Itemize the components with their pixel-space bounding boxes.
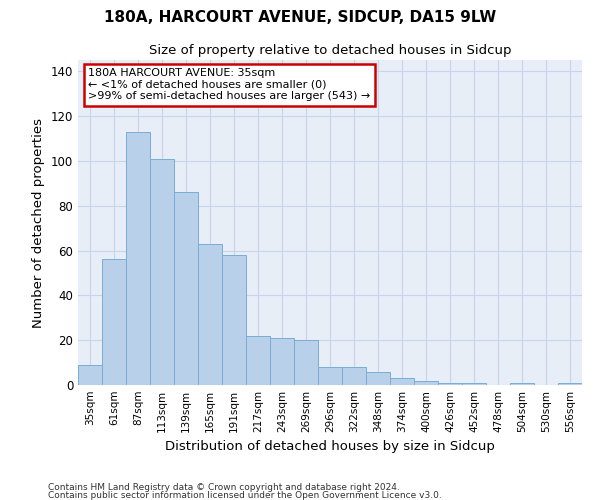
Bar bbox=[150, 158, 174, 385]
Y-axis label: Number of detached properties: Number of detached properties bbox=[32, 118, 45, 328]
Text: 180A, HARCOURT AVENUE, SIDCUP, DA15 9LW: 180A, HARCOURT AVENUE, SIDCUP, DA15 9LW bbox=[104, 10, 496, 25]
Bar bbox=[294, 340, 318, 385]
Bar bbox=[558, 383, 582, 385]
Bar bbox=[102, 260, 126, 385]
Bar bbox=[366, 372, 390, 385]
Bar bbox=[438, 383, 462, 385]
Bar bbox=[270, 338, 294, 385]
Bar bbox=[462, 383, 486, 385]
Bar bbox=[198, 244, 222, 385]
Bar bbox=[342, 367, 366, 385]
Text: Contains public sector information licensed under the Open Government Licence v3: Contains public sector information licen… bbox=[48, 490, 442, 500]
Title: Size of property relative to detached houses in Sidcup: Size of property relative to detached ho… bbox=[149, 44, 511, 58]
Bar bbox=[126, 132, 150, 385]
Bar bbox=[78, 365, 102, 385]
Bar bbox=[390, 378, 414, 385]
Bar bbox=[174, 192, 198, 385]
Bar bbox=[414, 380, 438, 385]
X-axis label: Distribution of detached houses by size in Sidcup: Distribution of detached houses by size … bbox=[165, 440, 495, 454]
Bar bbox=[246, 336, 270, 385]
Bar bbox=[318, 367, 342, 385]
Bar bbox=[222, 255, 246, 385]
Bar bbox=[510, 383, 534, 385]
Text: 180A HARCOURT AVENUE: 35sqm
← <1% of detached houses are smaller (0)
>99% of sem: 180A HARCOURT AVENUE: 35sqm ← <1% of det… bbox=[88, 68, 370, 102]
Text: Contains HM Land Registry data © Crown copyright and database right 2024.: Contains HM Land Registry data © Crown c… bbox=[48, 484, 400, 492]
